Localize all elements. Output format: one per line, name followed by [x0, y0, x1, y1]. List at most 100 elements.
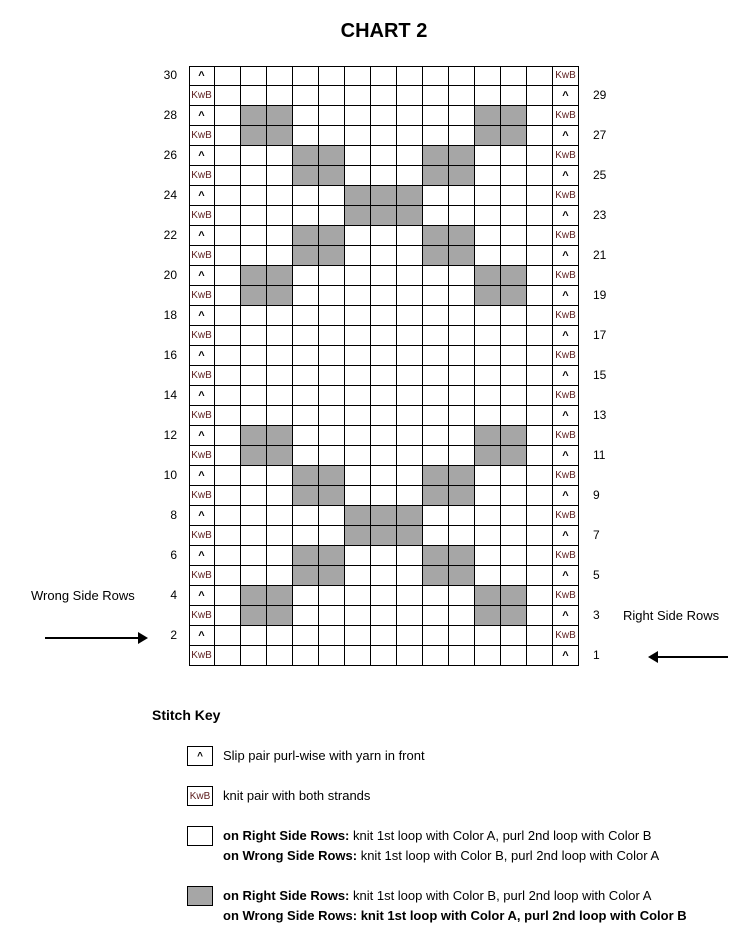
stitch-cell	[241, 646, 267, 666]
slip-stitch-cell: ^	[553, 566, 579, 586]
stitch-cell	[527, 586, 553, 606]
stitch-cell	[319, 526, 345, 546]
slip-stitch-cell: ^	[189, 466, 215, 486]
stitch-cell	[371, 406, 397, 426]
shaded-stitch-cell	[293, 226, 319, 246]
row-number: 24	[163, 188, 177, 202]
left-arrow-icon	[648, 651, 728, 663]
stitch-cell	[501, 66, 527, 86]
shaded-stitch-cell	[319, 466, 345, 486]
stitch-cell	[449, 386, 475, 406]
shaded-stitch-cell	[501, 426, 527, 446]
stitch-cell	[397, 346, 423, 366]
stitch-cell	[397, 286, 423, 306]
shaded-stitch-cell	[293, 486, 319, 506]
stitch-cell	[241, 546, 267, 566]
shaded-stitch-cell	[267, 586, 293, 606]
slip-stitch-cell: ^	[553, 286, 579, 306]
shaded-stitch-cell	[501, 586, 527, 606]
stitch-cell	[293, 606, 319, 626]
stitch-cell	[345, 86, 371, 106]
stitch-cell	[423, 106, 449, 126]
wrong-side-rows-label: Wrong Side Rows	[31, 588, 135, 603]
row-number: 9	[593, 488, 600, 502]
shaded-stitch-cell	[241, 286, 267, 306]
shaded-stitch-cell	[475, 446, 501, 466]
stitch-cell	[527, 326, 553, 346]
stitch-cell	[215, 506, 241, 526]
stitch-cell	[345, 146, 371, 166]
stitch-cell	[423, 626, 449, 646]
stitch-cell	[215, 286, 241, 306]
stitch-cell	[293, 426, 319, 446]
stitch-cell	[215, 646, 241, 666]
stitch-cell	[267, 146, 293, 166]
kwb-stitch-cell: KwB	[189, 246, 215, 266]
shaded-stitch-cell	[345, 506, 371, 526]
shaded-stitch-cell	[475, 126, 501, 146]
stitch-cell	[449, 126, 475, 146]
row-number: 19	[593, 288, 607, 302]
row-number: 1	[593, 648, 600, 662]
slip-stitch-cell: ^	[553, 246, 579, 266]
stitch-cell	[267, 366, 293, 386]
stitch-cell	[319, 206, 345, 226]
kwb-stitch-cell: KwB	[189, 166, 215, 186]
stitch-cell	[267, 186, 293, 206]
stitch-cell	[501, 166, 527, 186]
shaded-stitch-cell	[371, 186, 397, 206]
stitch-cell	[371, 546, 397, 566]
stitch-cell	[397, 546, 423, 566]
stitch-cell	[423, 306, 449, 326]
stitch-cell	[345, 546, 371, 566]
stitch-cell	[345, 566, 371, 586]
stitch-cell	[267, 646, 293, 666]
stitch-cell	[475, 406, 501, 426]
shaded-stitch-cell	[345, 206, 371, 226]
shaded-stitch-cell	[293, 246, 319, 266]
kwb-stitch-cell: KwB	[553, 626, 579, 646]
stitch-cell	[345, 426, 371, 446]
stitch-cell	[501, 466, 527, 486]
stitch-cell	[527, 366, 553, 386]
stitch-cell	[293, 346, 319, 366]
stitch-cell	[241, 566, 267, 586]
kwb-stitch-cell: KwB	[553, 546, 579, 566]
kwb-stitch-cell: KwB	[189, 326, 215, 346]
kwb-stitch-cell: KwB	[553, 186, 579, 206]
stitch-cell	[527, 106, 553, 126]
shaded-stitch-cell	[423, 466, 449, 486]
stitch-cell	[371, 446, 397, 466]
shaded-stitch-cell	[345, 526, 371, 546]
stitch-cell	[449, 646, 475, 666]
slip-stitch-cell: ^	[553, 526, 579, 546]
stitch-cell	[345, 586, 371, 606]
stitch-cell	[293, 646, 319, 666]
kwb-stitch-cell: KwB	[189, 86, 215, 106]
stitch-cell	[293, 366, 319, 386]
stitch-cell	[397, 306, 423, 326]
stitch-cell	[319, 306, 345, 326]
kwb-stitch-cell: KwB	[189, 486, 215, 506]
stitch-cell	[449, 526, 475, 546]
stitch-cell	[241, 506, 267, 526]
stitch-cell	[449, 106, 475, 126]
stitch-cell	[449, 206, 475, 226]
stitch-cell	[501, 386, 527, 406]
stitch-cell	[501, 406, 527, 426]
shaded-stitch-cell	[501, 286, 527, 306]
stitch-cell	[475, 646, 501, 666]
shaded-stitch-cell	[319, 166, 345, 186]
stitch-cell	[371, 426, 397, 446]
stitch-cell	[423, 206, 449, 226]
row-number: 10	[163, 468, 177, 482]
stitch-cell	[319, 326, 345, 346]
stitch-cell	[397, 66, 423, 86]
stitch-cell	[527, 66, 553, 86]
stitch-cell	[475, 66, 501, 86]
stitch-cell	[475, 506, 501, 526]
row-number: 3	[593, 608, 600, 622]
stitch-cell	[345, 646, 371, 666]
stitch-cell	[215, 326, 241, 346]
key-white-rs: on Right Side Rows: knit 1st loop with C…	[223, 826, 651, 846]
